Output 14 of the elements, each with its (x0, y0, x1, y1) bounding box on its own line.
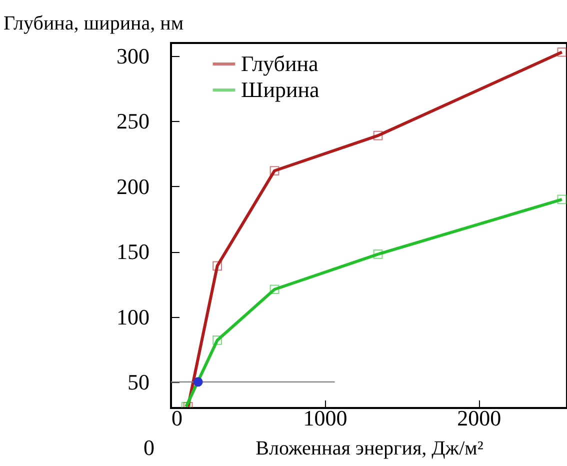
text: 0 (144, 435, 154, 460)
y-tick-label: 100 (116, 304, 150, 330)
x-tick-label: 0 (172, 406, 182, 430)
y-tick-label: 300 (116, 44, 150, 69)
x-axis-title: Вложенная энергия, Дж/м² (256, 438, 484, 460)
x-tick-label: 2000 (457, 406, 502, 430)
y-axis-title: Глубина, ширина, нм (4, 12, 184, 34)
legend-label: Глубина (241, 51, 318, 76)
legend-label: Ширина (241, 77, 320, 102)
y-tick-label: 50 (128, 369, 150, 394)
y-tick-label: 150 (116, 239, 150, 264)
y-tick-label: 250 (116, 108, 150, 134)
y-tick-label: 200 (116, 174, 150, 199)
x-tick-label: 1000 (303, 406, 348, 430)
